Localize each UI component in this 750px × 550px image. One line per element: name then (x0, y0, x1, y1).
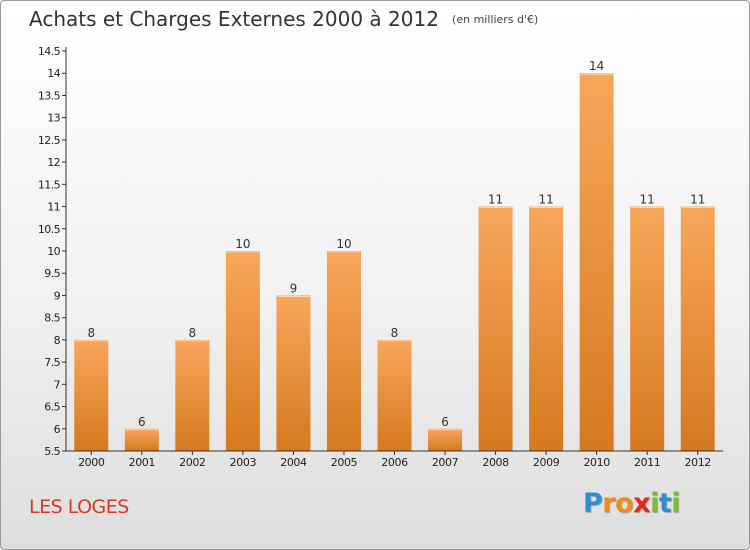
bar (175, 339, 210, 451)
logo-letter: i (650, 488, 659, 519)
x-tick-label: 2002 (179, 456, 205, 469)
x-tick-label: 2005 (331, 456, 358, 469)
data-label: 8 (87, 326, 95, 340)
y-tick-label: 13.5 (38, 89, 61, 102)
data-label: 11 (538, 193, 553, 207)
y-tick-label: 9.5 (44, 267, 60, 280)
y-tick-label: 12.5 (38, 134, 61, 147)
bar (478, 206, 513, 451)
chart-subtitle: (en milliers d'€) (452, 13, 539, 26)
data-label: 9 (290, 281, 298, 295)
y-tick-label: 7 (54, 378, 61, 391)
y-tick-label: 6.5 (44, 401, 60, 414)
logo-letter: t (658, 488, 672, 519)
bar (630, 206, 665, 451)
data-label: 8 (391, 326, 399, 340)
bar (529, 206, 564, 451)
x-tick-label: 2009 (533, 456, 560, 469)
y-tick-label: 8.5 (44, 312, 60, 325)
y-tick-label: 13 (47, 112, 60, 125)
data-label: 6 (138, 415, 146, 429)
chart-title: Achats et Charges Externes 2000 à 2012 (29, 7, 439, 31)
bar (276, 295, 311, 451)
logo-letter: x (633, 488, 651, 519)
y-tick-label: 5.5 (44, 445, 60, 458)
y-tick-label: 9 (54, 289, 61, 302)
data-label: 6 (441, 415, 449, 429)
x-tick-label: 2007 (432, 456, 459, 469)
data-label: 10 (336, 237, 351, 251)
y-tick-label: 6 (54, 423, 61, 436)
y-tick-label: 10.5 (38, 223, 61, 236)
x-tick-label: 2008 (482, 456, 509, 469)
bar (377, 339, 412, 451)
x-tick-label: 2003 (230, 456, 257, 469)
data-label: 10 (235, 237, 250, 251)
bar (74, 339, 109, 451)
y-tick-label: 7.5 (44, 356, 60, 369)
logo-letter: o (615, 488, 634, 519)
logo-letter: r (602, 488, 616, 519)
x-tick-label: 2011 (634, 456, 660, 469)
logo-letter: P (583, 488, 603, 519)
bar (225, 251, 260, 451)
data-label: 11 (640, 193, 655, 207)
y-tick-label: 11.5 (38, 178, 61, 191)
data-label: 8 (189, 326, 197, 340)
bar (680, 206, 715, 451)
x-tick-label: 2006 (381, 456, 408, 469)
x-tick-label: 2000 (78, 456, 105, 469)
x-tick-label: 2012 (685, 456, 711, 469)
data-label: 14 (589, 59, 604, 73)
y-tick-label: 10 (47, 245, 60, 258)
chart-header: Achats et Charges Externes 2000 à 2012 (… (29, 7, 538, 31)
x-tick-label: 2010 (583, 456, 610, 469)
bar (326, 251, 361, 451)
y-tick-label: 12 (47, 156, 60, 169)
y-tick-label: 14 (47, 67, 60, 80)
bar (579, 73, 614, 451)
data-label: 11 (488, 193, 503, 207)
x-tick-label: 2001 (129, 456, 155, 469)
x-tick-label: 2004 (280, 456, 307, 469)
logo-letter: i (671, 488, 681, 519)
y-tick-label: 11 (47, 201, 60, 214)
y-tick-label: 8 (54, 334, 61, 347)
bar (124, 428, 159, 451)
y-tick-label: 14.5 (38, 45, 61, 58)
proxiti-logo: Proxiti (583, 488, 681, 519)
place-name: LES LOGES (29, 496, 129, 518)
bar (428, 428, 463, 451)
data-label: 11 (690, 193, 705, 207)
